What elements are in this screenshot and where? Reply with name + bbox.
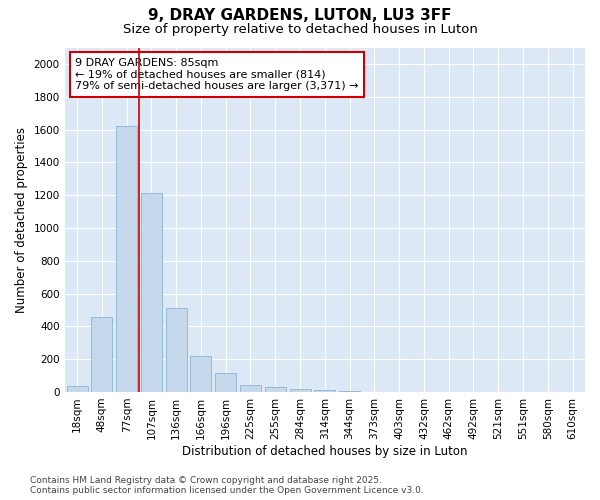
Text: Contains HM Land Registry data © Crown copyright and database right 2025.
Contai: Contains HM Land Registry data © Crown c… — [30, 476, 424, 495]
Bar — [314, 390, 335, 392]
Y-axis label: Number of detached properties: Number of detached properties — [15, 126, 28, 312]
Bar — [190, 356, 211, 392]
Bar — [91, 316, 112, 392]
X-axis label: Distribution of detached houses by size in Luton: Distribution of detached houses by size … — [182, 444, 467, 458]
Bar — [215, 373, 236, 392]
Bar — [339, 391, 360, 392]
Text: 9, DRAY GARDENS, LUTON, LU3 3FF: 9, DRAY GARDENS, LUTON, LU3 3FF — [148, 8, 452, 22]
Bar — [141, 194, 162, 392]
Bar — [265, 387, 286, 392]
Bar — [240, 384, 261, 392]
Text: 9 DRAY GARDENS: 85sqm
← 19% of detached houses are smaller (814)
79% of semi-det: 9 DRAY GARDENS: 85sqm ← 19% of detached … — [75, 58, 359, 91]
Text: Size of property relative to detached houses in Luton: Size of property relative to detached ho… — [122, 22, 478, 36]
Bar — [290, 388, 311, 392]
Bar — [67, 386, 88, 392]
Bar — [166, 308, 187, 392]
Bar — [116, 126, 137, 392]
